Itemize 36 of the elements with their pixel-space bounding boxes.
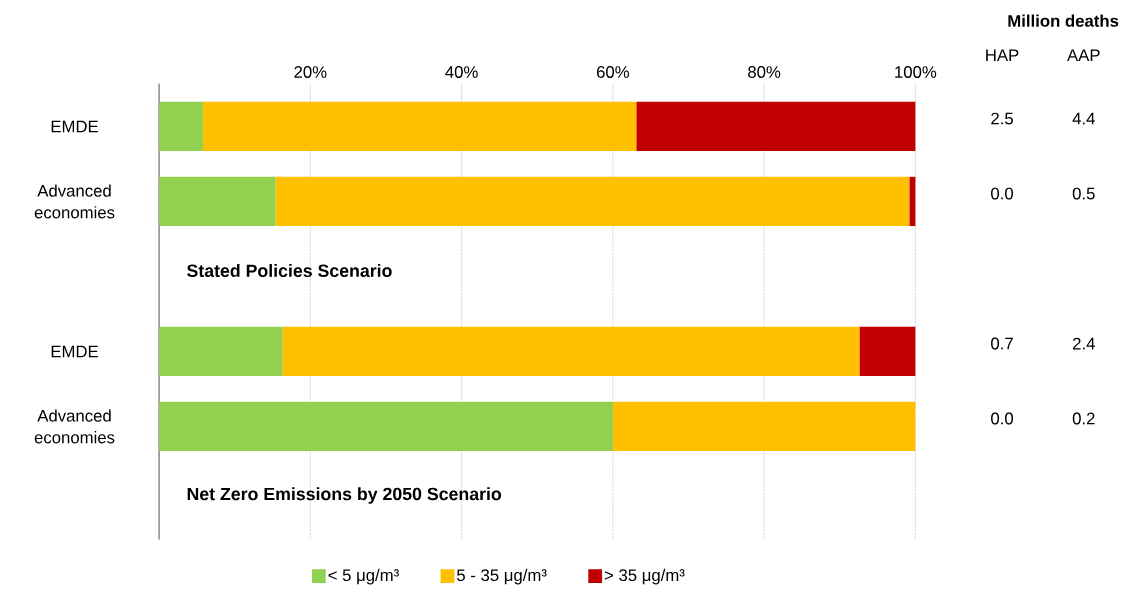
text: AAP (1067, 49, 1100, 61)
x-tick-label: 40% (445, 66, 478, 79)
bar (202, 101, 637, 152)
bar (612, 401, 916, 452)
legend-label: > 35 μg/m³ (604, 568, 685, 585)
bar (275, 176, 910, 227)
text: HAP (986, 49, 1019, 61)
text: 0.0 (991, 412, 1014, 425)
bar (636, 101, 916, 152)
bar (159, 176, 276, 227)
x-tick-label: 80% (748, 66, 781, 79)
bar (159, 101, 203, 152)
bar (282, 326, 860, 377)
bar (859, 326, 916, 377)
x-tick-label: 20% (294, 66, 327, 79)
legend-label: 5 - 35 μg/m³ (457, 568, 547, 585)
annotation: Stated Policies Scenario (187, 264, 392, 278)
bar (159, 401, 613, 452)
y-tick-label: EMDE (51, 120, 98, 133)
text: 0.7 (991, 337, 1013, 350)
bar (159, 326, 283, 377)
y-tick-label: Advanced economies (34, 184, 115, 219)
x-tick-label: 60% (596, 66, 630, 79)
text: 2.5 (991, 112, 1013, 125)
x-tick-label: 100% (895, 66, 937, 79)
text: Million deaths (1008, 14, 1119, 27)
bar (909, 176, 916, 227)
text: 2.4 (1073, 337, 1095, 350)
text: 0.2 (1072, 412, 1095, 425)
legend-label: < 5 μg/m³ (328, 568, 399, 585)
text: 0.5 (1072, 187, 1095, 200)
y-tick-label: EMDE (51, 345, 98, 358)
annotation: Net Zero Emissions by 2050 Scenario (187, 487, 502, 504)
text: 0.0 (991, 187, 1014, 200)
text: 4.4 (1072, 112, 1095, 125)
y-tick-label: Advanced economies (34, 409, 115, 444)
